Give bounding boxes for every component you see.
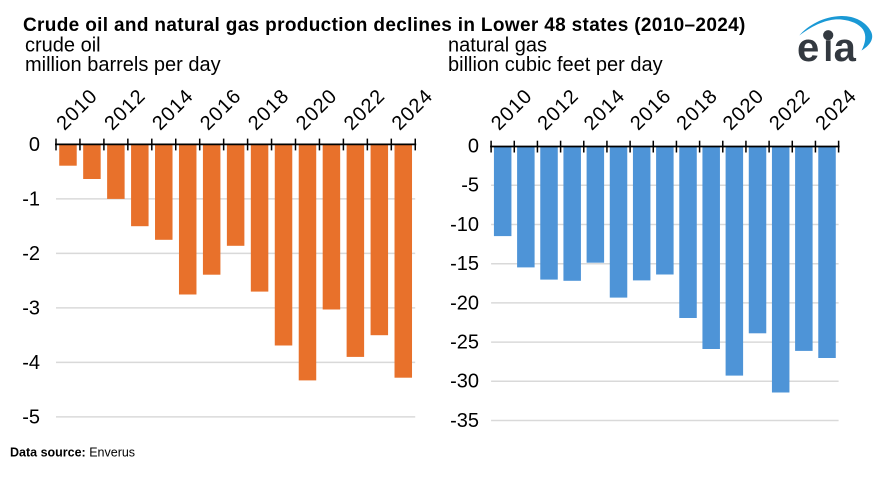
svg-text:-5: -5: [461, 175, 479, 197]
svg-text:-15: -15: [450, 253, 479, 275]
svg-text:0: 0: [468, 136, 479, 158]
svg-text:-20: -20: [450, 292, 479, 314]
svg-text:2022: 2022: [765, 85, 815, 135]
svg-text:million barrels per day: million barrels per day: [25, 54, 221, 76]
svg-text:2012: 2012: [100, 85, 150, 135]
svg-text:2016: 2016: [626, 85, 676, 135]
svg-text:-1: -1: [22, 188, 40, 210]
svg-text:2018: 2018: [244, 85, 294, 135]
svg-text:2014: 2014: [148, 85, 198, 135]
svg-text:-3: -3: [22, 297, 40, 319]
svg-text:e: e: [797, 26, 819, 70]
svg-text:Crude oil and natural gas prod: Crude oil and natural gas production dec…: [23, 15, 746, 36]
svg-text:-10: -10: [450, 214, 479, 236]
svg-text:-5: -5: [22, 406, 40, 428]
svg-text:-2: -2: [22, 243, 40, 265]
svg-text:0: 0: [29, 134, 40, 156]
svg-text:2020: 2020: [292, 85, 342, 135]
svg-text:billion cubic feet per day: billion cubic feet per day: [448, 54, 663, 76]
svg-text:-30: -30: [450, 371, 479, 393]
svg-text:2016: 2016: [196, 85, 246, 135]
svg-text:2018: 2018: [672, 85, 722, 135]
svg-text:2010: 2010: [52, 85, 102, 135]
svg-text:2014: 2014: [580, 85, 630, 135]
svg-text:2020: 2020: [719, 85, 769, 135]
svg-text:-25: -25: [450, 332, 479, 354]
svg-text:Data source: Enverus: Data source: Enverus: [10, 446, 135, 460]
svg-text:crude oil: crude oil: [25, 35, 101, 57]
svg-text:2010: 2010: [487, 85, 537, 135]
svg-text:-35: -35: [450, 410, 479, 432]
svg-text:natural gas: natural gas: [448, 35, 547, 57]
svg-text:a: a: [834, 26, 857, 70]
svg-text:2022: 2022: [340, 85, 390, 135]
svg-text:2024: 2024: [811, 85, 861, 135]
svg-text:-4: -4: [22, 352, 40, 374]
svg-text:2024: 2024: [388, 85, 438, 135]
svg-text:2012: 2012: [533, 85, 583, 135]
